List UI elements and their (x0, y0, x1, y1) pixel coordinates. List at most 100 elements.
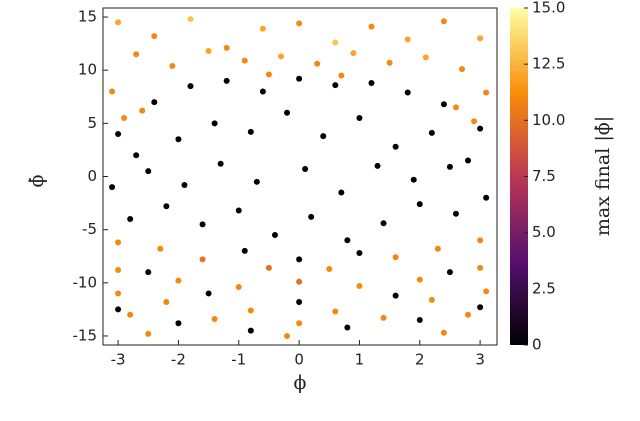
point (296, 256, 303, 263)
colorbar-label: max final |ϕ̇| (592, 116, 614, 236)
point (199, 221, 206, 228)
point (368, 79, 375, 86)
point (235, 207, 242, 214)
point (277, 53, 284, 60)
point (416, 276, 423, 283)
point (121, 115, 128, 122)
point (356, 282, 363, 289)
point (446, 269, 453, 276)
point (296, 75, 303, 82)
point (175, 320, 182, 327)
point (338, 189, 345, 196)
point (308, 213, 315, 220)
point (271, 231, 278, 238)
point (392, 292, 399, 299)
y-tick-label: 0 (87, 167, 97, 185)
colorbar-tick-label: 15.0 (532, 0, 565, 17)
point (296, 20, 303, 27)
point (483, 194, 490, 201)
point (169, 62, 176, 69)
point (465, 311, 472, 318)
point (187, 16, 194, 23)
point (259, 88, 266, 95)
point (344, 324, 351, 331)
point (241, 247, 248, 254)
point (175, 277, 182, 284)
plot-frame (102, 7, 498, 346)
point (145, 330, 152, 337)
point (145, 269, 152, 276)
point (284, 109, 291, 116)
point (247, 327, 254, 334)
point (109, 184, 116, 191)
point (296, 278, 303, 285)
point (211, 120, 218, 127)
point (404, 89, 411, 96)
colorbar-tick-label: 7.5 (532, 167, 556, 185)
colorbar-tick-label: 0 (532, 336, 542, 354)
point (380, 220, 387, 227)
point (440, 329, 447, 336)
y-tick-label: 15 (78, 8, 97, 26)
point (223, 44, 230, 51)
point (332, 39, 339, 46)
colorbar-tick-label: 12.5 (532, 55, 565, 73)
point (199, 256, 206, 263)
y-tick-label: -10 (73, 273, 98, 291)
point (223, 77, 230, 84)
point (434, 245, 441, 252)
point (205, 290, 212, 297)
point (175, 136, 182, 143)
point (187, 83, 194, 90)
point (217, 160, 224, 167)
point (181, 182, 188, 189)
point (109, 88, 116, 95)
point (296, 320, 303, 327)
point (338, 72, 345, 79)
x-tick-label: 2 (415, 351, 425, 369)
point (247, 128, 254, 135)
point (157, 245, 164, 252)
point (428, 296, 435, 303)
point (253, 178, 260, 185)
y-tick-label: -15 (73, 326, 98, 344)
point (115, 290, 122, 297)
point (133, 51, 140, 58)
y-tick-label: 10 (78, 61, 97, 79)
point (115, 239, 122, 246)
point (483, 288, 490, 295)
point (115, 130, 122, 137)
x-tick-label: -1 (231, 351, 246, 369)
point (410, 176, 417, 183)
point (265, 71, 272, 78)
point (392, 254, 399, 261)
point (386, 59, 393, 66)
x-axis-label: ϕ (294, 372, 307, 394)
point (380, 314, 387, 321)
point (416, 201, 423, 208)
x-tick-label: 3 (475, 351, 485, 369)
point (326, 265, 333, 272)
point (477, 237, 484, 244)
point (350, 50, 357, 57)
point (422, 54, 429, 61)
point (471, 118, 478, 125)
point (477, 35, 484, 42)
y-tick-label: 5 (87, 114, 97, 132)
colorbar-tick-label: 2.5 (532, 279, 556, 297)
point (296, 298, 303, 305)
point (332, 308, 339, 315)
point (127, 311, 134, 318)
point (151, 99, 158, 106)
point (416, 317, 423, 324)
point (477, 264, 484, 271)
point (115, 267, 122, 274)
point (404, 36, 411, 43)
point (151, 33, 158, 40)
colorbar (510, 8, 528, 345)
point (356, 250, 363, 257)
colorbar-tick-label: 5.0 (532, 223, 556, 241)
point (440, 18, 447, 25)
point (241, 57, 248, 64)
